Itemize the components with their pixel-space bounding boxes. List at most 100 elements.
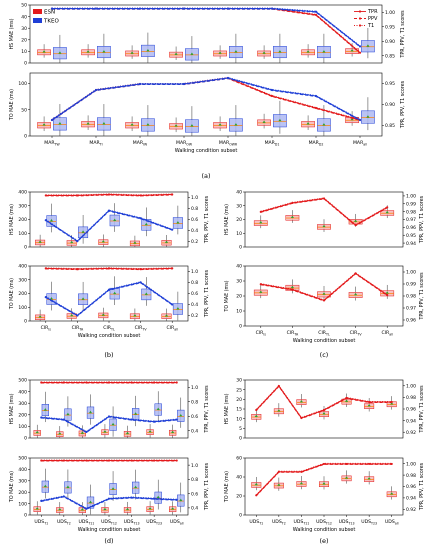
x-tick-label: UDST23 bbox=[146, 519, 162, 526]
y2-tick-label: 0.95 bbox=[385, 24, 395, 30]
tkeo-mean-marker bbox=[111, 487, 115, 490]
esn-score-point bbox=[44, 194, 47, 197]
y2-tick-label: 0.6 bbox=[191, 217, 198, 223]
esn-score-line bbox=[45, 268, 173, 271]
esn-mean-marker bbox=[70, 313, 74, 317]
esn-score-point bbox=[270, 94, 274, 98]
esn-score-point bbox=[255, 408, 258, 412]
tkeo-mean-marker bbox=[134, 412, 138, 415]
tkeo-score-line bbox=[51, 78, 361, 121]
esn-score-point bbox=[130, 459, 133, 462]
tkeo-mean-marker bbox=[113, 291, 117, 295]
y-axis-label: TO MAE (ms) bbox=[224, 280, 230, 312]
y-tick-label: 300 bbox=[18, 203, 27, 209]
esn-mean-marker bbox=[103, 430, 107, 433]
x-tick-label: CIRTL bbox=[103, 325, 115, 332]
y2-axis-label: TPR, PPV, T1 scores bbox=[419, 195, 425, 244]
esn-mean-marker bbox=[130, 123, 134, 126]
esn-score-point bbox=[171, 193, 174, 196]
y-tick-label: 10 bbox=[236, 309, 242, 315]
x-tick-label: UDSall bbox=[170, 519, 184, 526]
y-tick-label: 50 bbox=[21, 3, 27, 9]
tkeo-mean-marker bbox=[190, 124, 194, 127]
tkeo-score-point bbox=[50, 118, 54, 122]
tkeo-mean-marker bbox=[156, 407, 160, 411]
y-tick-label: 10 bbox=[21, 49, 27, 55]
esn-mean-marker bbox=[322, 224, 326, 228]
tkeo-score-point bbox=[107, 209, 111, 212]
y2-tick-label: 1.0 bbox=[191, 385, 198, 391]
legend-swatch bbox=[33, 18, 42, 23]
x-axis-label: Walking condition subset bbox=[293, 338, 356, 344]
y2-axis-label: TPR, PPV, T1 scores bbox=[204, 195, 210, 244]
esn-score-point bbox=[76, 268, 79, 271]
esn-score-point bbox=[40, 459, 43, 462]
legend-label: TKEO bbox=[43, 19, 59, 25]
tkeo-mean-marker bbox=[58, 122, 62, 125]
esn-mean-marker bbox=[103, 507, 107, 511]
tkeo-mean-marker bbox=[234, 123, 238, 126]
x-tick-label: UDST2 bbox=[57, 519, 71, 526]
panel-a0-frame bbox=[29, 4, 383, 64]
tkeo-mean-marker bbox=[58, 51, 62, 54]
tkeo-score-point bbox=[175, 498, 178, 501]
tkeo-score-line bbox=[45, 209, 173, 242]
y2-tick-label: 0.2 bbox=[191, 313, 198, 319]
y-tick-label: 100 bbox=[18, 305, 27, 311]
esn-score-point bbox=[354, 224, 357, 227]
tkeo-score-point bbox=[130, 418, 133, 421]
y2-tick-label: 0.98 bbox=[406, 294, 416, 300]
y-tick-label: 200 bbox=[18, 291, 27, 297]
y-tick-label: 20 bbox=[236, 217, 242, 223]
tkeo-mean-marker bbox=[278, 118, 282, 122]
tkeo-mean-marker bbox=[190, 52, 194, 55]
esn-mean-marker bbox=[259, 290, 263, 293]
y-tick-label: 100 bbox=[18, 231, 27, 237]
y-tick-label: 0 bbox=[239, 324, 242, 330]
tkeo-score-line bbox=[45, 210, 173, 242]
x-tick-label: CIRTV bbox=[135, 325, 148, 332]
tkeo-score-point bbox=[76, 314, 79, 317]
esn-mean-marker bbox=[80, 507, 84, 511]
y2-axis-label: TPR, PPV, T1 scores bbox=[419, 385, 425, 434]
y-tick-label: 40 bbox=[236, 475, 242, 481]
y-tick-label: 20 bbox=[236, 397, 242, 403]
y2-tick-label: 1.0 bbox=[191, 463, 198, 469]
esn-score-point bbox=[277, 384, 280, 388]
y-tick-label: 25 bbox=[236, 387, 242, 393]
tkeo-score-point bbox=[226, 7, 230, 10]
tkeo-mean-marker bbox=[81, 297, 85, 300]
subfigure-caption: (e) bbox=[319, 537, 328, 545]
y2-tick-label: 0.99 bbox=[406, 201, 416, 207]
esn-mean-marker bbox=[306, 50, 310, 53]
esn-score-point bbox=[300, 470, 303, 473]
x-tick-label: MAROWR bbox=[219, 140, 238, 147]
x-tick-label: CIRls bbox=[256, 330, 267, 337]
legend-label: T1 bbox=[367, 23, 374, 29]
y-tick-label: 300 bbox=[18, 277, 27, 283]
y2-tick-label: 1.00 bbox=[406, 194, 416, 200]
tkeo-score-point bbox=[107, 497, 111, 500]
esn-score-point bbox=[85, 381, 88, 384]
y-tick-label: 400 bbox=[18, 190, 27, 196]
esn-mean-marker bbox=[130, 51, 134, 54]
x-tick-label: UDSall bbox=[385, 519, 399, 526]
esn-mean-marker bbox=[133, 314, 137, 317]
y2-axis-label: TPR, PPV, T1 scores bbox=[204, 385, 210, 434]
esn-mean-marker bbox=[35, 430, 39, 434]
y-tick-label: 0 bbox=[24, 513, 27, 519]
esn-score-point bbox=[85, 459, 88, 462]
y-tick-label: 0 bbox=[24, 319, 27, 325]
y2-tick-label: 0.92 bbox=[406, 430, 416, 436]
x-tick-label: UDST23 bbox=[361, 519, 377, 526]
esn-mean-marker bbox=[35, 507, 39, 510]
y-tick-label: 500 bbox=[18, 378, 27, 384]
y-axis-label: TO MAE (ms) bbox=[224, 471, 230, 503]
y2-tick-label: 0.95 bbox=[385, 81, 395, 87]
y2-tick-label: 0.97 bbox=[406, 217, 416, 223]
x-tick-label: UDST11 bbox=[78, 519, 94, 526]
tkeo-mean-marker bbox=[176, 307, 180, 310]
legend-marker bbox=[358, 10, 362, 13]
y2-tick-label: 0.6 bbox=[191, 491, 198, 497]
y-tick-label: 300 bbox=[18, 479, 27, 485]
